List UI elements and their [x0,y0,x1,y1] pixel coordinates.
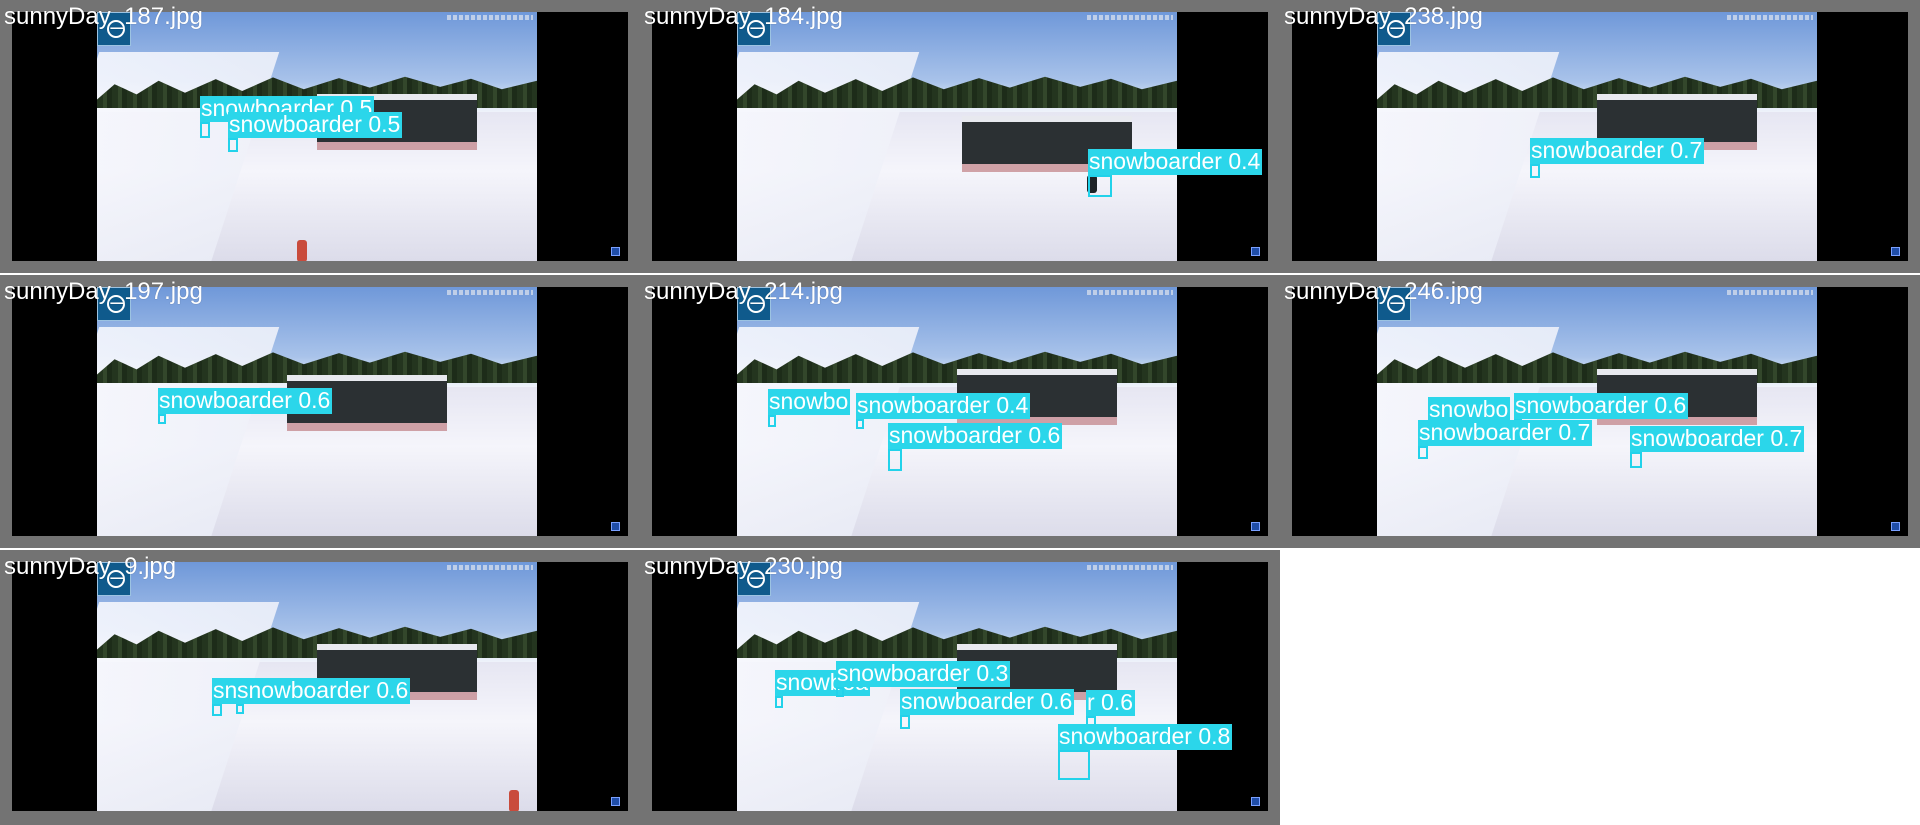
image-filename: sunnyDay_184.jpg [644,3,843,30]
detection-box: snowboarder 0.6 [888,423,1063,471]
empty-grid-cell [1280,550,1920,825]
image-filename: sunnyDay_238.jpg [1284,3,1483,30]
skier-figure [509,790,519,811]
detection-label: snowboarder 0.3 [836,660,1011,687]
webcam-logo [1377,12,1411,46]
detection-box: snowbo [768,389,851,427]
image-tile: sn snowboarder 0.6 sunnyDay_9.jpg [0,550,640,825]
ski-resort-photo [1377,12,1817,261]
detection-label: snowboarder 0.7 [1418,419,1593,446]
timestamp-overlay [1727,15,1813,20]
detection-label: snowboarder 0.6 [1514,392,1689,419]
detection-label: snowboarder 0.5 [228,111,403,138]
corner-marker [1251,247,1260,256]
image-frame [1292,12,1908,261]
detection-box: snowboarder 0.5 [228,112,403,152]
image-filename: sunnyDay_246.jpg [1284,278,1483,305]
image-frame [652,12,1268,261]
detection-box: sn [212,678,240,716]
corner-marker [611,797,620,806]
corner-marker [611,247,620,256]
webcam-logo [97,287,131,321]
image-filename: sunnyDay_214.jpg [644,278,843,305]
image-tile: snowboarder 0.5 snowboarder 0.5 sunnyDay… [0,0,640,273]
detection-box: snowboarder 0.6 [900,689,1075,729]
detection-label: snowboarder 0.7 [1530,137,1705,164]
detection-box: r 0.6 [1086,690,1136,728]
detection-box: snowboarder 0.4 [856,393,1031,429]
corner-marker [1891,247,1900,256]
timestamp-overlay [1087,565,1173,570]
image-tile: snowboarder 0.6 sunnyDay_197.jpg [0,275,640,548]
webcam-logo [97,562,131,596]
timestamp-overlay [447,565,533,570]
timestamp-overlay [1087,15,1173,20]
skier-figure [1087,175,1097,193]
lodge-building [1597,94,1757,150]
timestamp-overlay [1727,290,1813,295]
ski-resort-photo [737,12,1177,261]
image-tile: snowboarder 0.4 sunnyDay_184.jpg [640,0,1280,273]
image-filename: sunnyDay_9.jpg [4,553,177,580]
detection-label: snowboarder 0.6 [900,688,1075,715]
image-filename: sunnyDay_230.jpg [644,553,843,580]
image-filename: sunnyDay_187.jpg [4,3,203,30]
detection-box: snowboarder 0.6 [158,388,333,424]
timestamp-overlay [1087,290,1173,295]
detection-label: r 0.6 [1086,689,1136,716]
webcam-logo [737,562,771,596]
webcam-logo [1377,287,1411,321]
image-tile: snowboarder 0.7 sunnyDay_238.jpg [1280,0,1920,273]
detection-label: snowboarder 0.6 [158,387,333,414]
detection-box: snowboarder 0.5 [200,96,375,138]
detection-label: snowbo [1428,396,1511,423]
webcam-logo [97,12,131,46]
detection-box: snowboarder 0.7 [1630,426,1805,468]
detection-label: snowboarder 0.8 [1058,723,1233,750]
timestamp-overlay [447,15,533,20]
detection-box: snowboa [775,670,871,708]
corner-marker [1891,522,1900,531]
corner-marker [1251,797,1260,806]
detection-box: snowboarder 0.6 [236,678,411,714]
detection-label: snowboarder 0.7 [1630,425,1805,452]
detection-box: snowboarder 0.7 [1418,420,1593,459]
detection-box: snowboarder 0.7 [1530,138,1705,178]
webcam-logo [737,287,771,321]
detection-label: snowboarder 0.6 [236,677,411,704]
timestamp-overlay [447,290,533,295]
detection-label: snowboarder 0.4 [1088,148,1263,175]
image-tile: snowbo snowboarder 0.6 snowboarder 0.7 s… [1280,275,1920,548]
image-filename: sunnyDay_197.jpg [4,278,203,305]
corner-marker [1251,522,1260,531]
image-tile: snowbo snowboarder 0.4 snowboarder 0.6 s… [640,275,1280,548]
detection-label: snowbo [768,388,851,415]
detection-label: sn [212,677,240,704]
detection-box: snowboarder 0.4 [1088,149,1263,197]
detection-box: snowboarder 0.8 [1058,724,1233,780]
detection-box: snowboarder 0.3 [836,661,1011,697]
detection-label: snowboarder 0.4 [856,392,1031,419]
corner-marker [611,522,620,531]
webcam-logo [737,12,771,46]
detection-label: snowboarder 0.6 [888,422,1063,449]
image-tile: snowboa snowboarder 0.3 snowboarder 0.6 … [640,550,1280,825]
skier-figure [297,240,307,261]
